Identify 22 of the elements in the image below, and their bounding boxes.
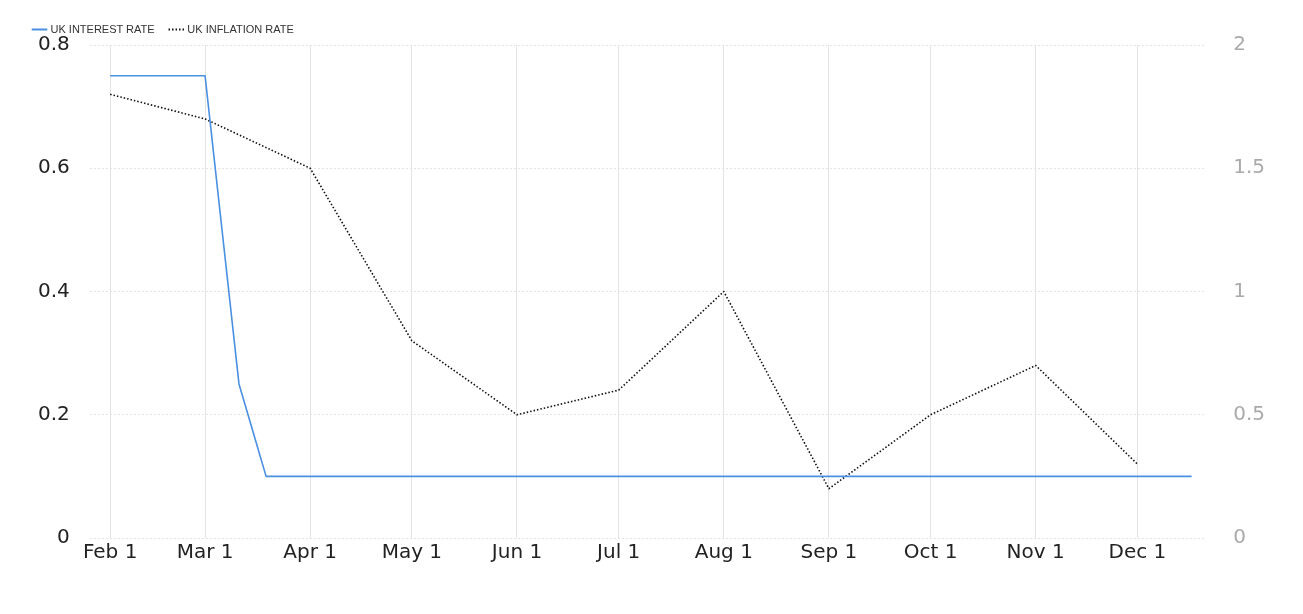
y-tick-label: 0.2 (37, 400, 70, 425)
y2-tick-label: 0 (1233, 524, 1246, 549)
y-tick-label: 0 (57, 524, 70, 549)
x-tick-label: Nov 1 (1006, 539, 1065, 564)
y-tick-label: 0.4 (37, 277, 70, 302)
x-tick-label: Apr 1 (283, 539, 338, 564)
x-tick-label: Jul 1 (595, 539, 641, 564)
x-tick-label: Feb 1 (82, 539, 138, 564)
y2-tick-label: 2 (1233, 31, 1246, 56)
x-tick-label: Oct 1 (903, 539, 958, 564)
x-tick-label: Aug 1 (694, 539, 753, 564)
x-tick-label: May 1 (381, 539, 443, 564)
y-tick-label: 0.6 (37, 154, 70, 179)
legend-label: UK INTEREST RATE (50, 22, 155, 35)
legend-label: UK INFLATION RATE (187, 22, 294, 35)
x-tick-label: Jun 1 (489, 539, 543, 564)
x-tick-label: Dec 1 (1108, 539, 1167, 564)
y2-tick-label: 0.5 (1233, 400, 1266, 425)
y2-tick-label: 1.5 (1233, 154, 1266, 179)
x-tick-label: Sep 1 (800, 539, 858, 564)
x-tick-label: Mar 1 (176, 539, 234, 564)
y2-tick-label: 1 (1233, 277, 1246, 302)
